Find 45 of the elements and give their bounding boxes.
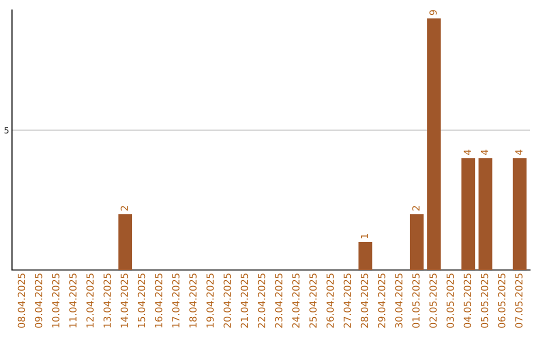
bar [512, 158, 527, 270]
bar [427, 18, 441, 270]
bar [478, 158, 492, 270]
x-tick-label: 22.04.2025 [258, 274, 266, 328]
x-tick-label: 09.04.2025 [34, 274, 42, 328]
x-tick-label: 18.04.2025 [189, 274, 197, 328]
x-tick-label: 15.04.2025 [138, 274, 146, 328]
data-label: 4 [515, 150, 522, 155]
x-tick-label: 30.04.2025 [395, 274, 402, 328]
x-tick-label: 21.04.2025 [240, 274, 248, 328]
data-label: 2 [120, 206, 128, 211]
x-tick-label: 17.04.2025 [172, 274, 180, 328]
bar [118, 214, 132, 270]
data-label: 1 [360, 234, 368, 238]
data-label: 2 [412, 206, 420, 211]
bar [461, 158, 476, 270]
x-tick-label: 19.04.2025 [206, 274, 214, 328]
x-tick-label: 23.04.2025 [275, 274, 282, 328]
x-tick-label: 13.04.2025 [104, 274, 111, 328]
bar [358, 242, 372, 270]
x-tick-label: 04.05.2025 [464, 274, 472, 328]
x-tick-label: 20.04.2025 [224, 274, 231, 328]
x-tick-label: 27.04.2025 [344, 274, 352, 328]
data-label: 4 [464, 150, 471, 155]
x-tick-label: 08.04.2025 [18, 274, 26, 328]
x-tick-label: 06.05.2025 [498, 274, 506, 328]
x-tick-label: 24.04.2025 [292, 274, 300, 328]
x-tick-label: 25.04.2025 [309, 274, 317, 328]
x-tick-label: 01.05.2025 [412, 274, 420, 328]
y-tick-label: 5 [4, 127, 8, 134]
bar [410, 214, 424, 270]
x-tick-label: 14.04.2025 [120, 274, 128, 328]
x-tick-label: 16.04.2025 [154, 274, 162, 328]
x-tick-label: 29.04.2025 [378, 274, 386, 328]
x-tick-label: 02.05.2025 [429, 274, 437, 328]
x-tick-label: 07.05.2025 [515, 274, 523, 328]
x-tick-label: 03.05.2025 [446, 274, 454, 328]
x-tick-label: 10.04.2025 [52, 274, 60, 328]
data-label: 4 [481, 150, 488, 155]
x-tick-label: 26.04.2025 [326, 274, 334, 328]
x-tick-label: 12.04.2025 [86, 274, 94, 328]
x-tick-label: 11.04.2025 [69, 274, 77, 328]
x-tick-label: 28.04.2025 [360, 274, 368, 328]
data-label: 9 [429, 10, 437, 15]
x-tick-label: 05.05.2025 [480, 274, 488, 328]
